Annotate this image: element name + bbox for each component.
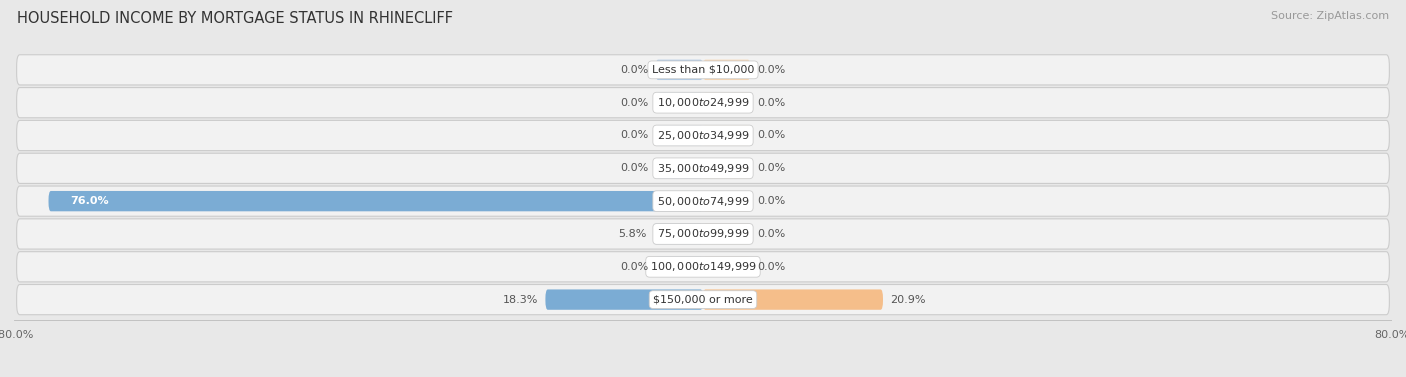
Text: HOUSEHOLD INCOME BY MORTGAGE STATUS IN RHINECLIFF: HOUSEHOLD INCOME BY MORTGAGE STATUS IN R… bbox=[17, 11, 453, 26]
Text: 0.0%: 0.0% bbox=[758, 65, 786, 75]
Text: 0.0%: 0.0% bbox=[620, 163, 648, 173]
Text: 0.0%: 0.0% bbox=[758, 196, 786, 206]
Text: 18.3%: 18.3% bbox=[503, 294, 538, 305]
Text: $35,000 to $49,999: $35,000 to $49,999 bbox=[657, 162, 749, 175]
FancyBboxPatch shape bbox=[655, 158, 703, 178]
FancyBboxPatch shape bbox=[703, 257, 751, 277]
Text: $50,000 to $74,999: $50,000 to $74,999 bbox=[657, 195, 749, 208]
FancyBboxPatch shape bbox=[546, 290, 703, 310]
Text: 0.0%: 0.0% bbox=[758, 229, 786, 239]
Text: Less than $10,000: Less than $10,000 bbox=[652, 65, 754, 75]
FancyBboxPatch shape bbox=[703, 158, 751, 178]
Text: 76.0%: 76.0% bbox=[70, 196, 108, 206]
FancyBboxPatch shape bbox=[17, 186, 1389, 216]
FancyBboxPatch shape bbox=[655, 125, 703, 146]
Text: 0.0%: 0.0% bbox=[620, 98, 648, 108]
Text: $100,000 to $149,999: $100,000 to $149,999 bbox=[650, 260, 756, 273]
FancyBboxPatch shape bbox=[17, 55, 1389, 85]
FancyBboxPatch shape bbox=[655, 92, 703, 113]
FancyBboxPatch shape bbox=[703, 191, 751, 211]
FancyBboxPatch shape bbox=[17, 252, 1389, 282]
Text: 0.0%: 0.0% bbox=[758, 130, 786, 141]
FancyBboxPatch shape bbox=[17, 153, 1389, 184]
Text: Source: ZipAtlas.com: Source: ZipAtlas.com bbox=[1271, 11, 1389, 21]
FancyBboxPatch shape bbox=[703, 60, 751, 80]
Text: $10,000 to $24,999: $10,000 to $24,999 bbox=[657, 96, 749, 109]
FancyBboxPatch shape bbox=[17, 219, 1389, 249]
FancyBboxPatch shape bbox=[655, 60, 703, 80]
FancyBboxPatch shape bbox=[703, 125, 751, 146]
FancyBboxPatch shape bbox=[655, 257, 703, 277]
Text: 0.0%: 0.0% bbox=[620, 65, 648, 75]
Text: 0.0%: 0.0% bbox=[758, 262, 786, 272]
FancyBboxPatch shape bbox=[703, 224, 751, 244]
Text: 0.0%: 0.0% bbox=[620, 262, 648, 272]
FancyBboxPatch shape bbox=[703, 92, 751, 113]
FancyBboxPatch shape bbox=[652, 224, 703, 244]
FancyBboxPatch shape bbox=[703, 290, 883, 310]
Text: 0.0%: 0.0% bbox=[620, 130, 648, 141]
Text: $150,000 or more: $150,000 or more bbox=[654, 294, 752, 305]
FancyBboxPatch shape bbox=[48, 191, 703, 211]
Text: 20.9%: 20.9% bbox=[890, 294, 925, 305]
Text: 0.0%: 0.0% bbox=[758, 163, 786, 173]
Text: 5.8%: 5.8% bbox=[617, 229, 647, 239]
Text: $25,000 to $34,999: $25,000 to $34,999 bbox=[657, 129, 749, 142]
FancyBboxPatch shape bbox=[17, 87, 1389, 118]
FancyBboxPatch shape bbox=[17, 120, 1389, 150]
Text: 0.0%: 0.0% bbox=[758, 98, 786, 108]
FancyBboxPatch shape bbox=[17, 285, 1389, 315]
Text: $75,000 to $99,999: $75,000 to $99,999 bbox=[657, 227, 749, 241]
